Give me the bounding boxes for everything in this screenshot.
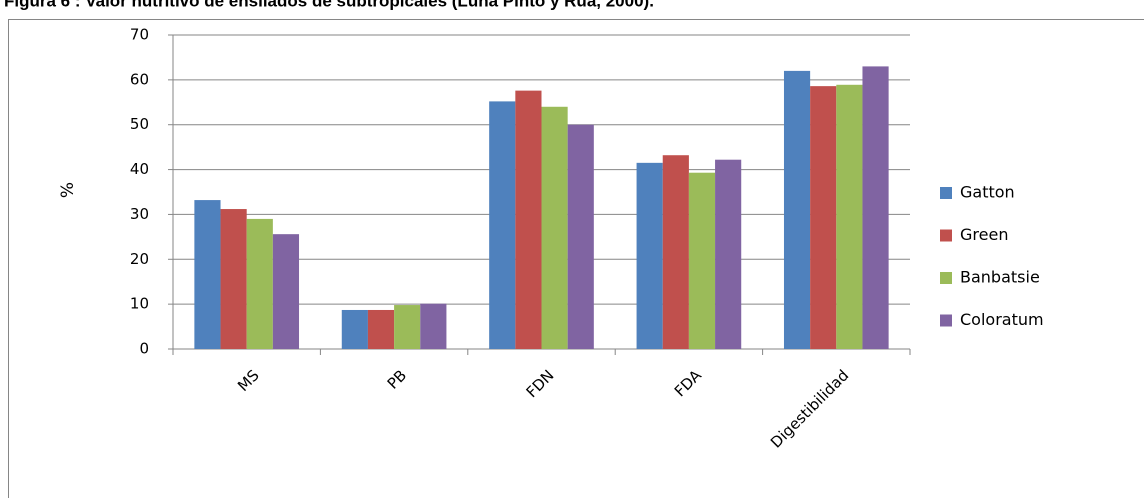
- chart-title: Figura 6 : Valor nutritivo de ensilados …: [4, 0, 654, 10]
- y-tick-label: 60: [130, 70, 149, 88]
- bar: [273, 234, 299, 349]
- y-tick-label: 0: [139, 340, 149, 358]
- y-tick-label: 70: [130, 26, 149, 44]
- bar: [221, 209, 247, 349]
- bar: [637, 163, 663, 349]
- bar: [394, 305, 420, 349]
- legend-label: Green: [960, 225, 1008, 244]
- bar: [715, 160, 741, 349]
- y-tick-label: 50: [130, 115, 149, 133]
- legend-swatch: [940, 187, 952, 199]
- bar: [784, 71, 810, 349]
- legend-swatch: [940, 230, 952, 242]
- y-tick-label: 10: [130, 295, 149, 313]
- bar: [663, 155, 689, 349]
- bar: [689, 173, 715, 349]
- legend-label: Banbatsie: [960, 268, 1040, 287]
- x-tick-label: Digestibilidad: [767, 366, 852, 451]
- bar: [862, 66, 888, 349]
- x-tick-label: FDN: [523, 366, 558, 401]
- x-tick-label: PB: [384, 366, 410, 392]
- bar: [810, 86, 836, 349]
- legend-swatch: [940, 272, 952, 284]
- bar: [342, 310, 368, 349]
- y-axis-label: %: [58, 182, 78, 198]
- x-tick-label: FDA: [671, 366, 706, 401]
- bar: [515, 91, 541, 349]
- bar: [247, 219, 273, 349]
- legend-label: Gatton: [960, 183, 1015, 202]
- bar: [368, 310, 394, 349]
- bar: [489, 101, 515, 349]
- bar: [420, 304, 446, 349]
- bar: [194, 200, 220, 349]
- bar: [568, 125, 594, 349]
- bar: [542, 107, 568, 349]
- legend-swatch: [940, 315, 952, 327]
- y-tick-label: 40: [130, 160, 149, 178]
- y-tick-label: 20: [130, 250, 149, 268]
- y-tick-label: 30: [130, 205, 149, 223]
- x-tick-label: MS: [234, 366, 263, 395]
- bar: [836, 85, 862, 349]
- legend-label: Coloratum: [960, 310, 1044, 329]
